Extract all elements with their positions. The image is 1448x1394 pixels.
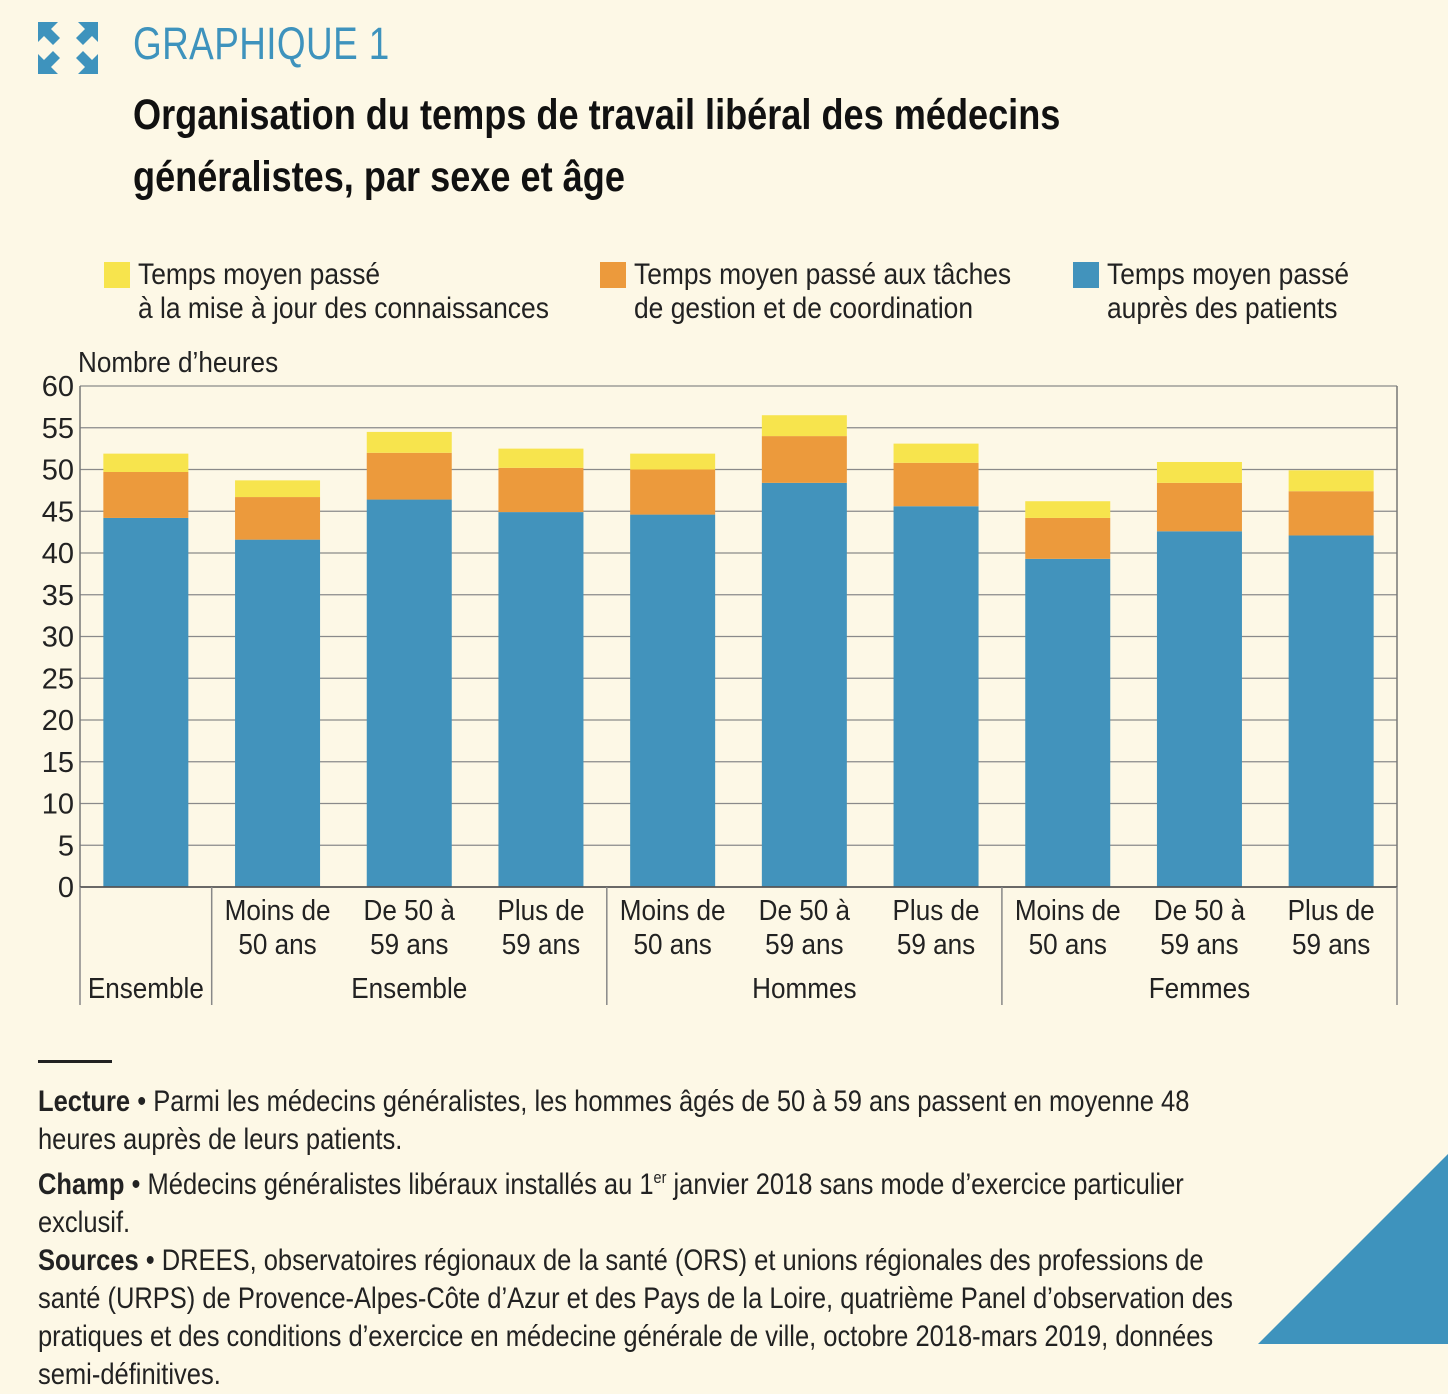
bar-segment xyxy=(366,431,452,453)
x-tick-label: De 50 à xyxy=(759,894,851,927)
legend-label: Temps moyen passé xyxy=(1107,258,1350,291)
bar-segment xyxy=(498,512,584,887)
group-label: Ensemble xyxy=(351,972,467,1005)
legend-label: auprès des patients xyxy=(1107,292,1338,325)
x-tick-label: 59 ans xyxy=(370,928,448,961)
legend-swatch-patients xyxy=(1073,262,1099,288)
bar-segment xyxy=(893,462,979,507)
figure-label: GRAPHIQUE 1 xyxy=(133,18,390,69)
x-tick-label: Moins de xyxy=(620,894,726,927)
legend-label: Temps moyen passé xyxy=(138,258,381,291)
figure-title-line: Organisation du temps de travail libéral… xyxy=(133,91,1061,139)
bar-segment xyxy=(893,506,979,887)
notes-divider xyxy=(38,1060,112,1063)
legend-label: de gestion et de coordination xyxy=(634,292,974,325)
bar-segment xyxy=(103,517,189,887)
y-tick-label: 0 xyxy=(58,872,74,904)
bar-segment xyxy=(366,499,452,887)
legend-label: Temps moyen passé aux tâches xyxy=(634,258,1012,291)
bar-segment xyxy=(1025,517,1111,559)
x-tick-label: Plus de xyxy=(1288,894,1375,927)
figure-title: Organisation du temps de travail libéral… xyxy=(133,84,1191,208)
bar-segment xyxy=(235,480,321,498)
y-tick-label: 45 xyxy=(42,496,74,528)
x-tick-label: Plus de xyxy=(893,894,980,927)
x-tick-label: 59 ans xyxy=(897,928,975,961)
bar-segment xyxy=(1288,491,1374,536)
legend-item-connaissances: Temps moyen passé à la mise à jour des c… xyxy=(138,258,605,326)
x-tick-label: De 50 à xyxy=(1154,894,1246,927)
bar-segment xyxy=(761,482,847,887)
x-tick-label: Plus de xyxy=(497,894,584,927)
x-tick-label: 50 ans xyxy=(1029,928,1107,961)
bar-segment xyxy=(761,436,847,483)
bar-segment xyxy=(1288,470,1374,492)
chart-notes: Lecture • Parmi les médecins généraliste… xyxy=(38,1083,1245,1394)
bar-segment xyxy=(366,452,452,500)
bar-segment xyxy=(235,539,321,887)
x-tick-label: 59 ans xyxy=(1292,928,1370,961)
note-lecture-label: Lecture xyxy=(38,1085,131,1118)
bar-segment xyxy=(1025,558,1111,887)
legend-item-patients: Temps moyen passé auprès des patients xyxy=(1107,258,1382,326)
x-tick-label: 50 ans xyxy=(238,928,316,961)
bar-segment xyxy=(498,448,584,468)
x-tick-label: Moins de xyxy=(1015,894,1121,927)
bar-segment xyxy=(893,443,979,463)
y-tick-label: 10 xyxy=(42,789,74,821)
bar-segment xyxy=(1025,501,1111,518)
y-tick-label: 55 xyxy=(42,413,74,445)
bar-segment xyxy=(630,469,716,515)
x-tick-label: 59 ans xyxy=(502,928,580,961)
y-tick-label: 20 xyxy=(42,705,74,737)
bar-segment xyxy=(103,472,189,518)
bar-segment xyxy=(103,453,189,473)
note-champ-text: • Médecins généralistes libéraux install… xyxy=(124,1168,654,1201)
group-label: Ensemble xyxy=(88,972,204,1005)
note-champ-text-end: janvier 2018 sans mode d’exercice partic… xyxy=(38,1168,1184,1239)
bar-segment xyxy=(1156,482,1242,532)
x-tick-label: De 50 à xyxy=(364,894,456,927)
bar-segment xyxy=(1156,531,1242,887)
legend-item-gestion: Temps moyen passé aux tâches de gestion … xyxy=(634,258,1063,326)
y-tick-label: 50 xyxy=(42,455,74,487)
bar-segment xyxy=(630,453,716,470)
bar-segment xyxy=(1156,461,1242,483)
note-lecture-text: • Parmi les médecins généralistes, les h… xyxy=(38,1085,1190,1156)
stacked-bar-chart: Nombre d’heures 0 5 10 15 20 25 30 35 40 45 50 55 60… xyxy=(42,346,1398,1005)
expand-icon[interactable] xyxy=(36,20,100,76)
x-tick-label: 59 ans xyxy=(1160,928,1238,961)
note-sources-text: • DREES, observatoires régionaux de la s… xyxy=(38,1244,1233,1391)
legend-swatch-gestion xyxy=(600,262,626,288)
y-tick-label: 15 xyxy=(42,747,74,779)
bar-segment xyxy=(498,467,584,513)
y-tick-label: 5 xyxy=(58,830,74,862)
y-tick-label: 60 xyxy=(42,371,74,403)
x-tick-label: 50 ans xyxy=(633,928,711,961)
figure-title-line: généralistes, par sexe et âge xyxy=(133,153,625,201)
note-sources: Sources • DREES, observatoires régionaux… xyxy=(38,1242,1245,1394)
bar-segment xyxy=(1288,535,1374,887)
note-champ-label: Champ xyxy=(38,1168,125,1201)
bar-segment xyxy=(761,415,847,437)
note-champ-sup: er xyxy=(653,1168,667,1187)
y-tick-label: 35 xyxy=(42,580,74,612)
legend-swatch-connaissances xyxy=(104,262,130,288)
note-sources-label: Sources xyxy=(38,1244,139,1277)
group-label: Hommes xyxy=(752,972,856,1005)
y-tick-label: 30 xyxy=(42,622,74,654)
note-champ: Champ • Médecins généralistes libéraux i… xyxy=(38,1159,1245,1242)
corner-decoration xyxy=(1258,1154,1448,1344)
group-label: Femmes xyxy=(1149,972,1250,1005)
y-axis-label: Nombre d’heures xyxy=(78,346,278,379)
y-tick-label: 40 xyxy=(42,538,74,570)
x-tick-label: 59 ans xyxy=(765,928,843,961)
note-lecture: Lecture • Parmi les médecins généraliste… xyxy=(38,1083,1245,1159)
y-tick-label: 25 xyxy=(42,663,74,695)
bar-segment xyxy=(235,497,321,540)
legend-label: à la mise à jour des connaissances xyxy=(138,292,549,325)
x-tick-label: Moins de xyxy=(225,894,331,927)
bar-segment xyxy=(630,514,716,887)
